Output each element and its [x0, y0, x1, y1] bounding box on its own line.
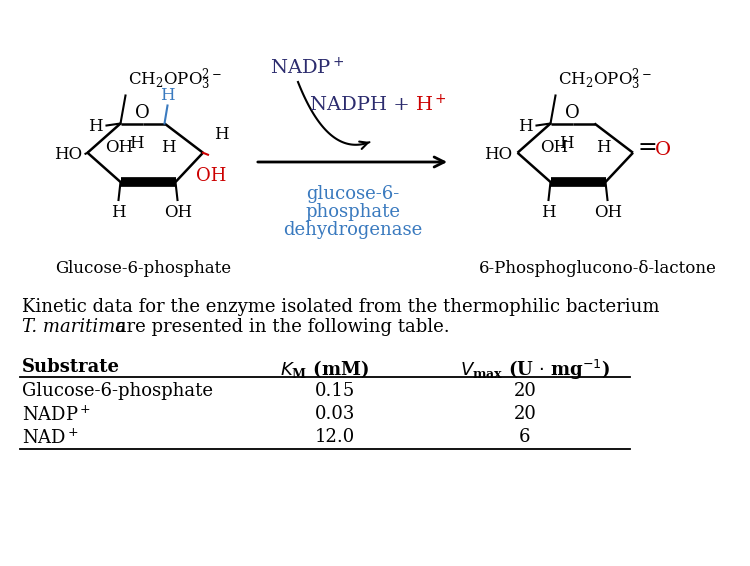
Text: NADP$^+$: NADP$^+$ — [270, 57, 345, 79]
Text: are presented in the following table.: are presented in the following table. — [110, 318, 450, 336]
Text: H: H — [596, 139, 610, 156]
Text: H: H — [214, 126, 228, 143]
Text: 6: 6 — [519, 428, 531, 446]
Text: $\mathregular{CH_2OPO_3^{2-}}$: $\mathregular{CH_2OPO_3^{2-}}$ — [128, 67, 221, 93]
Text: H$^+$: H$^+$ — [415, 95, 447, 115]
Text: 6-Phosphoglucono-δ-lactone: 6-Phosphoglucono-δ-lactone — [479, 260, 717, 277]
Text: dehydrogenase: dehydrogenase — [283, 221, 422, 239]
Text: H: H — [560, 135, 574, 152]
Text: Glucose-6-phosphate: Glucose-6-phosphate — [55, 260, 231, 277]
Text: H: H — [88, 118, 103, 135]
Text: O: O — [135, 104, 150, 122]
Text: glucose-6-: glucose-6- — [306, 185, 399, 203]
Text: O: O — [655, 141, 671, 158]
Text: H: H — [518, 118, 532, 135]
Text: NADP$^+$: NADP$^+$ — [22, 405, 92, 424]
Text: T. maritima: T. maritima — [22, 318, 126, 336]
Text: NAD$^+$: NAD$^+$ — [22, 428, 79, 447]
Text: $\mathit{V}_\mathregular{max}$ (U $\cdot$ mg$^{-1}$): $\mathit{V}_\mathregular{max}$ (U $\cdot… — [460, 358, 610, 382]
Text: Glucose-6-phosphate: Glucose-6-phosphate — [22, 382, 213, 400]
Text: OH: OH — [595, 204, 622, 221]
Text: $\mathit{K}_\mathregular{M}$ (mM): $\mathit{K}_\mathregular{M}$ (mM) — [280, 358, 369, 380]
Text: 12.0: 12.0 — [315, 428, 356, 446]
Text: H: H — [160, 87, 175, 104]
Text: Substrate: Substrate — [22, 358, 120, 376]
Text: Kinetic data for the enzyme isolated from the thermophilic bacterium: Kinetic data for the enzyme isolated fro… — [22, 298, 659, 316]
Text: $\mathregular{CH_2OPO_3^{2-}}$: $\mathregular{CH_2OPO_3^{2-}}$ — [557, 67, 652, 93]
Text: HO: HO — [484, 146, 512, 163]
Text: =: = — [637, 136, 657, 159]
Text: OH: OH — [540, 139, 568, 156]
Text: NADPH +: NADPH + — [310, 96, 416, 114]
Text: OH: OH — [196, 167, 226, 185]
Text: 0.03: 0.03 — [315, 405, 356, 423]
Text: HO: HO — [54, 146, 82, 163]
Text: H: H — [129, 135, 144, 152]
Text: H: H — [111, 204, 126, 221]
Text: 0.15: 0.15 — [315, 382, 356, 400]
Text: H: H — [161, 139, 176, 156]
Text: H: H — [542, 204, 556, 221]
Text: OH: OH — [164, 204, 193, 221]
Text: 20: 20 — [514, 382, 536, 400]
Text: OH: OH — [105, 139, 133, 156]
Text: O: O — [566, 104, 580, 122]
Text: 20: 20 — [514, 405, 536, 423]
Text: phosphate: phosphate — [305, 203, 400, 221]
